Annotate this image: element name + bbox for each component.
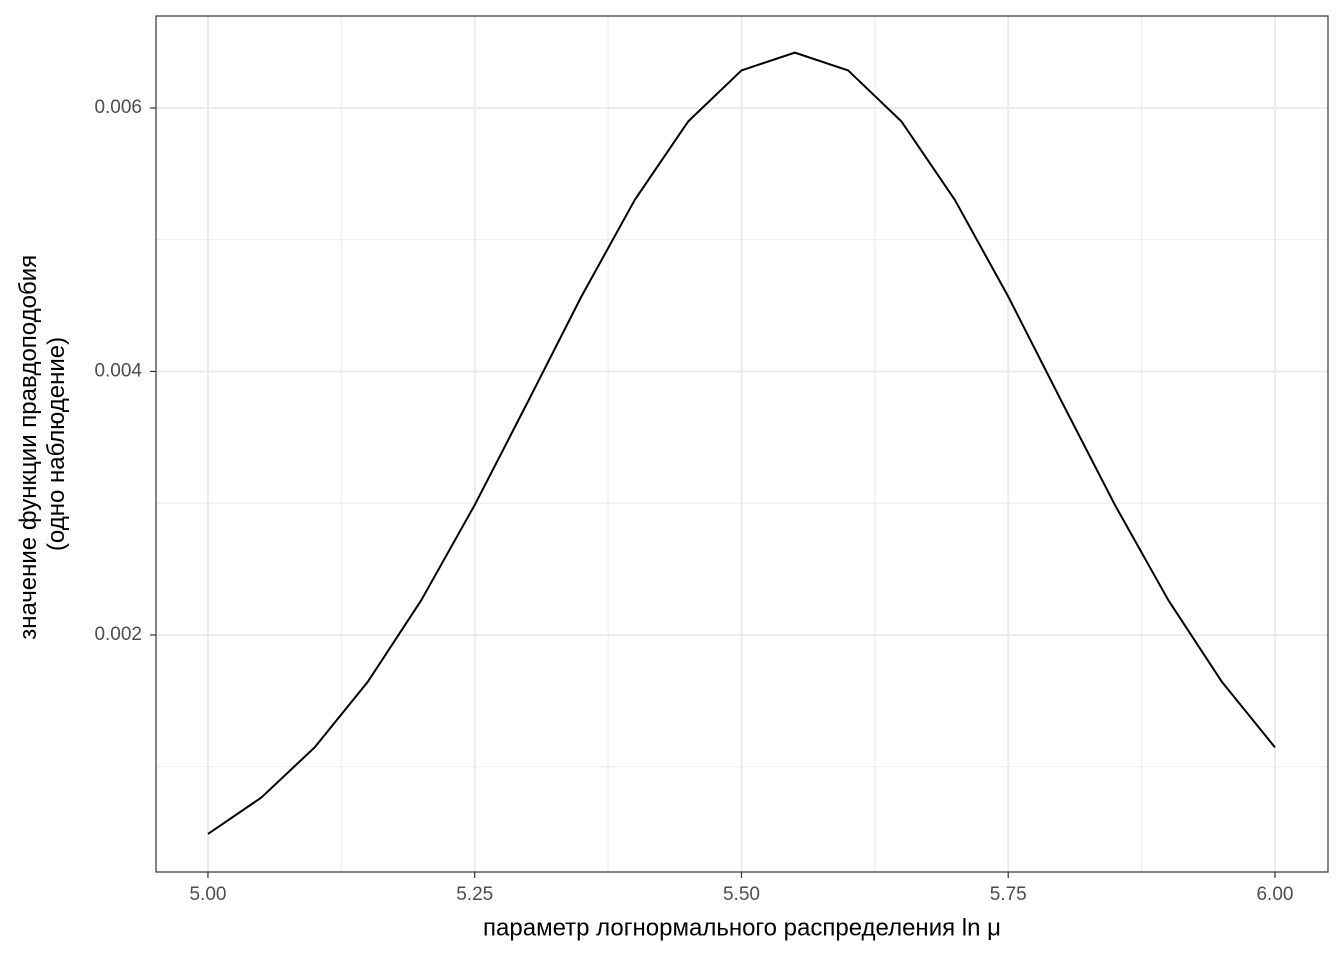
x-tick-label: 5.50 [723,884,760,905]
y-axis-title-line: значение функции правдоподобия [15,255,42,640]
line [207,51,1276,835]
y-tick-label: 0.006 [94,97,142,118]
y-tick-label: 0.004 [94,360,142,381]
x-tick-label: 6.00 [1256,884,1293,905]
y-axis-title-line: (одно наблюдение) [43,337,70,551]
x-axis-title: параметр логнормального распределения ln… [483,914,1001,941]
y-axis-title: значение функции правдоподобия (одно наб… [15,248,70,640]
x-tick-label: 5.00 [189,884,226,905]
y-tick-label: 0.002 [94,624,142,645]
panel-border [155,15,1329,873]
x-tick-label: 5.25 [456,884,493,905]
x-tick-label: 5.75 [990,884,1027,905]
